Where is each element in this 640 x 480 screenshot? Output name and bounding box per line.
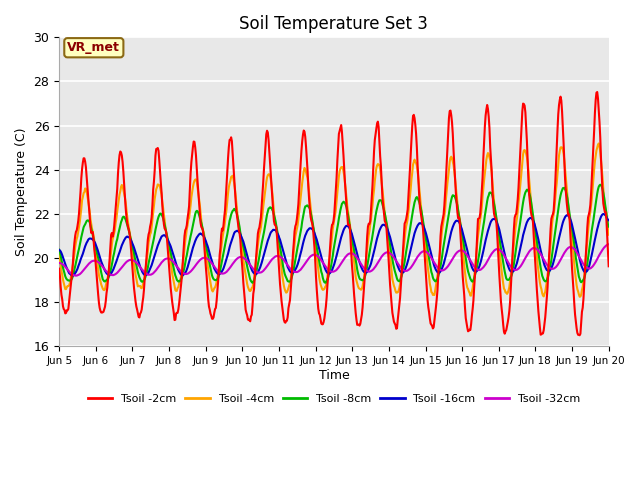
Legend: Tsoil -2cm, Tsoil -4cm, Tsoil -8cm, Tsoil -16cm, Tsoil -32cm: Tsoil -2cm, Tsoil -4cm, Tsoil -8cm, Tsoi… (83, 389, 584, 408)
Text: VR_met: VR_met (67, 41, 120, 54)
X-axis label: Time: Time (319, 369, 349, 382)
Title: Soil Temperature Set 3: Soil Temperature Set 3 (239, 15, 428, 33)
Y-axis label: Soil Temperature (C): Soil Temperature (C) (15, 127, 28, 256)
